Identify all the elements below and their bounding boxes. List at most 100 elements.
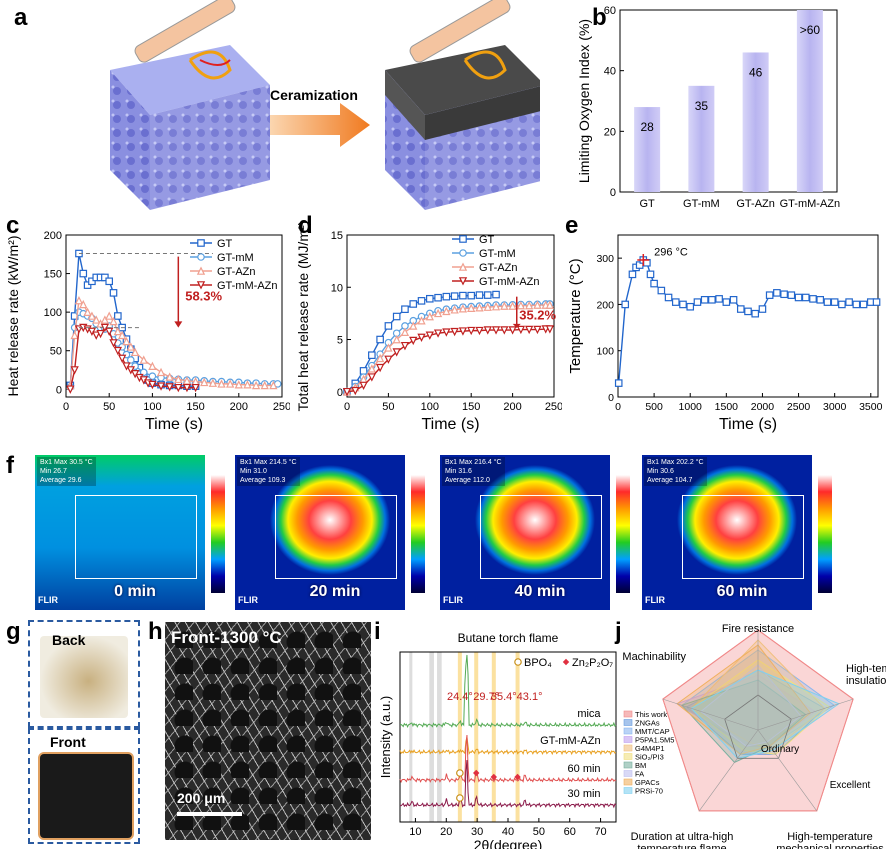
legend-marker	[459, 249, 467, 257]
data-point	[533, 300, 542, 309]
legend-label: GT-AZn	[479, 262, 518, 274]
x-tick-label: 3000	[823, 401, 847, 413]
bar-value-label: >60	[800, 23, 821, 37]
data-point	[74, 296, 84, 305]
data-point	[516, 301, 526, 310]
legend-label: BPO₄	[524, 657, 552, 669]
x-tick-label: 500	[645, 401, 663, 413]
data-point	[722, 298, 731, 306]
data-point	[165, 372, 174, 381]
legend-swatch	[623, 761, 633, 769]
data-point	[442, 328, 451, 337]
radar-area-3	[676, 674, 816, 747]
data-point	[105, 327, 114, 336]
legend-label: MMT/CAP	[635, 727, 670, 736]
data-point	[475, 291, 484, 299]
thermal-image-20: Bx1 Max 214.5 °C Min 31.0 Average 109.3 …	[235, 455, 445, 610]
data-point	[686, 302, 695, 311]
data-point	[122, 362, 131, 371]
x-tick-label: GT-AZn	[736, 198, 775, 210]
radar-spoke	[662, 698, 759, 731]
x-tick-label: 50	[382, 401, 394, 413]
data-point	[342, 387, 352, 397]
data-point	[109, 316, 118, 326]
y-tick-label: 150	[44, 269, 62, 281]
chart-d: 0 50 100 150 200 250 0 5 10 15 Time (s) Total heat …	[295, 221, 562, 433]
data-point	[126, 366, 135, 375]
legend-marker	[514, 658, 522, 666]
data-point	[113, 346, 123, 356]
thermal-info: Bx1 Max 216.4 °C Min 31.6 Average 112.0	[442, 457, 505, 486]
measurement-box	[75, 495, 197, 579]
data-point	[483, 326, 492, 335]
data-point	[524, 301, 534, 310]
data-point	[92, 315, 101, 324]
thermal-image-40: Bx1 Max 216.4 °C Min 31.6 Average 112.0 …	[440, 455, 650, 610]
data-point	[450, 327, 459, 337]
data-point	[66, 385, 75, 394]
data-point	[809, 295, 817, 303]
data-point	[182, 383, 192, 393]
x-tick-label: GT-mM-AZn	[780, 198, 841, 210]
data-point	[500, 326, 509, 335]
xrd-pattern-2	[399, 734, 617, 784]
axis-label: High-temperatureinsulation	[846, 663, 886, 687]
peak-band	[457, 652, 462, 822]
data-point	[859, 300, 868, 309]
data-point	[260, 380, 269, 390]
axis-label: Machinability	[622, 651, 686, 663]
peak-label: 296 °C	[654, 246, 688, 258]
plot-frame	[617, 234, 879, 398]
data-point	[100, 315, 110, 324]
data-point	[409, 336, 418, 346]
y-tick-label: 5	[337, 335, 343, 347]
flir-logo: FLIR	[38, 595, 58, 605]
data-point	[744, 307, 752, 316]
back-label: Back	[52, 632, 86, 648]
data-point	[101, 273, 109, 282]
data-point	[508, 301, 517, 310]
legend-marker	[562, 658, 570, 666]
data-point	[368, 351, 376, 359]
chart-j: Fire resistance High-temperatureinsulatio…	[622, 623, 886, 849]
data-point	[88, 277, 96, 286]
bar-value-label: 28	[640, 120, 654, 134]
data-point	[475, 303, 484, 312]
data-point	[650, 279, 658, 288]
thermal-image-0: Bx1 Max 30.5 °C Min 26.7 Average 29.6 45…	[35, 455, 245, 610]
reference-band	[409, 652, 413, 822]
y-tick-label: 100	[44, 307, 62, 319]
legend-marker	[196, 281, 206, 290]
y-tick-label: 0	[56, 384, 62, 396]
radar-area-7	[700, 664, 802, 747]
data-point	[243, 380, 252, 389]
data-point	[434, 293, 442, 302]
data-point	[148, 372, 157, 380]
data-point	[823, 298, 832, 306]
xrd-pattern-3	[399, 759, 617, 809]
peak-label: 43.1°	[517, 691, 543, 703]
panel-a-illustration: Ceramization	[110, 0, 540, 210]
data-point	[679, 300, 687, 309]
x-axis-label: Time (s)	[421, 416, 479, 433]
legend-marker	[197, 253, 205, 261]
data-point	[139, 355, 148, 364]
sem-image: Front-1300 °C 200 μm	[165, 622, 371, 840]
data-point	[83, 307, 92, 316]
chart-e: 0 500 1000 1500 2000 2500 3000 3500 0 100 200 300 Ti…	[567, 234, 883, 433]
reference-band	[437, 652, 442, 822]
thermal-time: 40 min	[514, 583, 566, 600]
legend-label: GT-AZn	[217, 266, 256, 278]
legend-marker	[458, 277, 468, 286]
measurement-box	[682, 495, 804, 579]
series-label: mica	[577, 708, 601, 720]
data-point	[700, 295, 709, 304]
panel-label-c: c	[6, 212, 20, 239]
legend-label: GT-mM-AZn	[217, 280, 278, 292]
torch-icon	[134, 0, 236, 80]
y-tick-label: 40	[604, 66, 616, 78]
data-point	[830, 298, 839, 306]
bar	[688, 85, 715, 192]
series-label: 30 min	[568, 788, 601, 800]
x-tick-label: GT	[639, 198, 655, 210]
